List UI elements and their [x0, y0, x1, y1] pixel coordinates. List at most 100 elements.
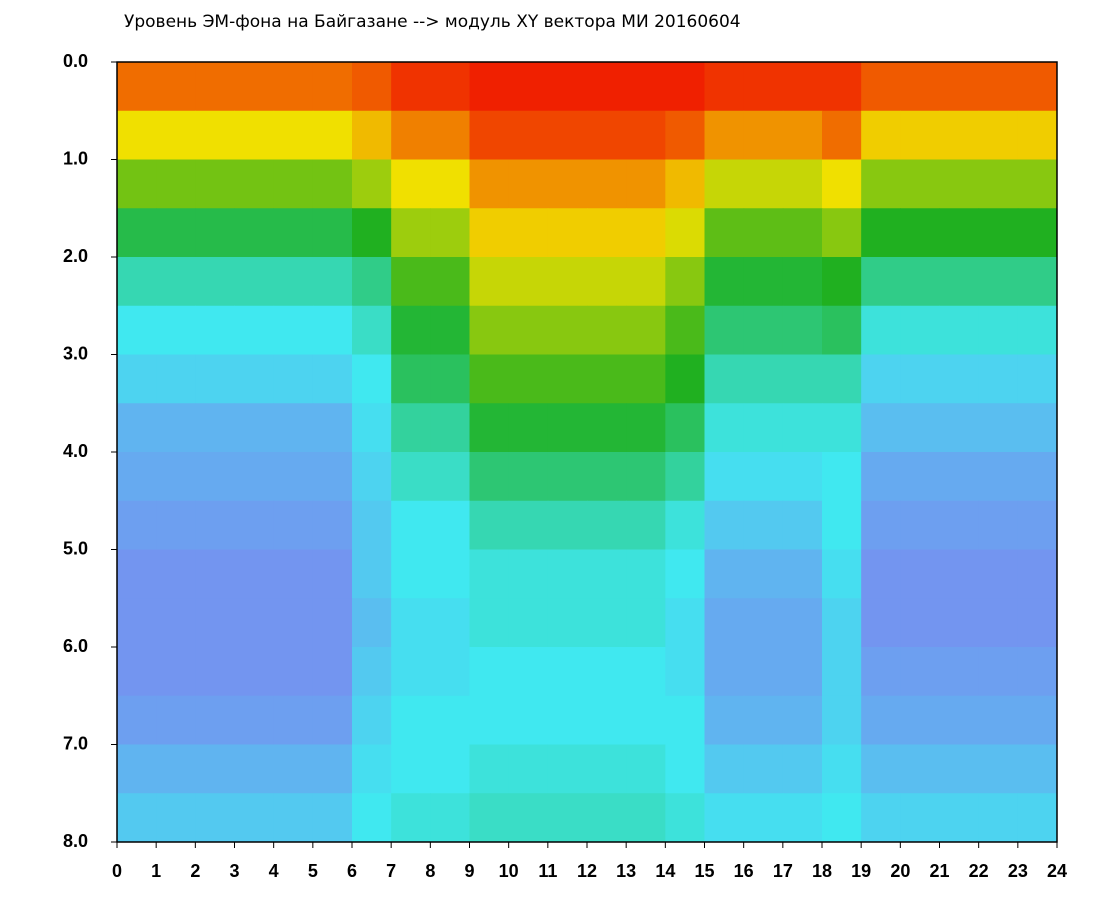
heat-cell [665, 62, 705, 112]
heat-cell [587, 159, 627, 209]
heat-cell [743, 305, 784, 355]
heat-cell [234, 62, 275, 112]
heat-cell [626, 159, 666, 209]
heat-cell [665, 793, 705, 843]
x-tick-label: 6 [347, 861, 357, 881]
heat-cell [117, 500, 157, 550]
heat-cell [430, 695, 470, 745]
heat-cell [547, 452, 588, 502]
heat-cell [312, 208, 353, 258]
heat-cell [117, 549, 157, 599]
x-tick-label: 22 [969, 861, 989, 881]
heat-cell [704, 62, 745, 112]
x-tick-label: 1 [151, 861, 161, 881]
heat-cell [156, 500, 196, 550]
heat-cell [900, 598, 940, 648]
heat-cell [939, 110, 980, 160]
x-tick-label: 9 [464, 861, 474, 881]
heat-cell [352, 305, 392, 355]
heat-cell [352, 257, 392, 307]
heat-cell [430, 257, 470, 307]
heat-cell [782, 647, 823, 697]
heat-cell [900, 695, 940, 745]
heat-cell [900, 257, 940, 307]
heat-cell [900, 208, 940, 258]
heat-cell [391, 257, 431, 307]
heat-cell [508, 159, 549, 209]
x-tick-label: 11 [538, 861, 557, 881]
heat-cell [743, 598, 784, 648]
heat-cell [900, 354, 940, 404]
heat-cell [195, 257, 235, 307]
heat-cell [156, 208, 196, 258]
heat-cell [939, 744, 980, 794]
heat-cell [469, 62, 510, 112]
heat-cell [704, 257, 745, 307]
x-tick-label: 0 [112, 861, 122, 881]
heat-cell [861, 695, 901, 745]
heat-cell [508, 744, 549, 794]
heat-cell [156, 257, 196, 307]
heat-cell [900, 647, 940, 697]
heat-cell [117, 452, 157, 502]
heat-cell [587, 500, 627, 550]
heat-cell [469, 257, 510, 307]
heat-cell [234, 500, 275, 550]
heat-cell [978, 647, 1019, 697]
heat-cell [469, 208, 510, 258]
heat-cell [195, 744, 235, 794]
heat-cell [939, 793, 980, 843]
heat-cell [704, 452, 745, 502]
heat-cell [939, 305, 980, 355]
heat-cell [195, 354, 235, 404]
heat-cell [195, 305, 235, 355]
heat-cell [587, 62, 627, 112]
heat-cell [352, 159, 392, 209]
heat-cell [312, 62, 353, 112]
heat-cell [469, 647, 510, 697]
heat-cell [822, 500, 862, 550]
heat-cell [626, 695, 666, 745]
heat-cell [234, 695, 275, 745]
y-tick-label: 0.0 [63, 51, 88, 71]
heat-cell [391, 159, 431, 209]
heat-cell [704, 695, 745, 745]
heatmap [117, 62, 1058, 843]
heat-cell [587, 793, 627, 843]
chart-title: Уровень ЭМ-фона на Байгазане --> модуль … [124, 12, 741, 32]
heat-cell [430, 110, 470, 160]
x-tick-label: 13 [616, 861, 636, 881]
x-tick-label: 2 [190, 861, 200, 881]
heat-cell [665, 208, 705, 258]
heat-cell [273, 354, 314, 404]
heat-cell [939, 403, 980, 453]
heat-cell [156, 452, 196, 502]
heat-cell [547, 403, 588, 453]
heat-cell [391, 403, 431, 453]
heat-cell [469, 305, 510, 355]
heat-cell [822, 598, 862, 648]
heat-cell [978, 744, 1019, 794]
heat-cell [978, 110, 1019, 160]
heat-cell [861, 62, 901, 112]
heat-cell [665, 500, 705, 550]
heat-cell [704, 793, 745, 843]
heat-cell [352, 354, 392, 404]
heat-cell [861, 354, 901, 404]
heat-cell [547, 598, 588, 648]
heat-cell [939, 598, 980, 648]
heat-cell [861, 452, 901, 502]
heat-cell [391, 744, 431, 794]
heat-cell [1017, 208, 1058, 258]
heat-cell [1017, 403, 1058, 453]
heat-cell [861, 403, 901, 453]
heat-cell [587, 208, 627, 258]
heat-cell [234, 403, 275, 453]
heat-cell [665, 305, 705, 355]
heat-cell [782, 354, 823, 404]
heat-cell [547, 110, 588, 160]
heat-cell [704, 549, 745, 599]
heat-cell [234, 452, 275, 502]
heat-cell [782, 695, 823, 745]
heat-cell [626, 110, 666, 160]
